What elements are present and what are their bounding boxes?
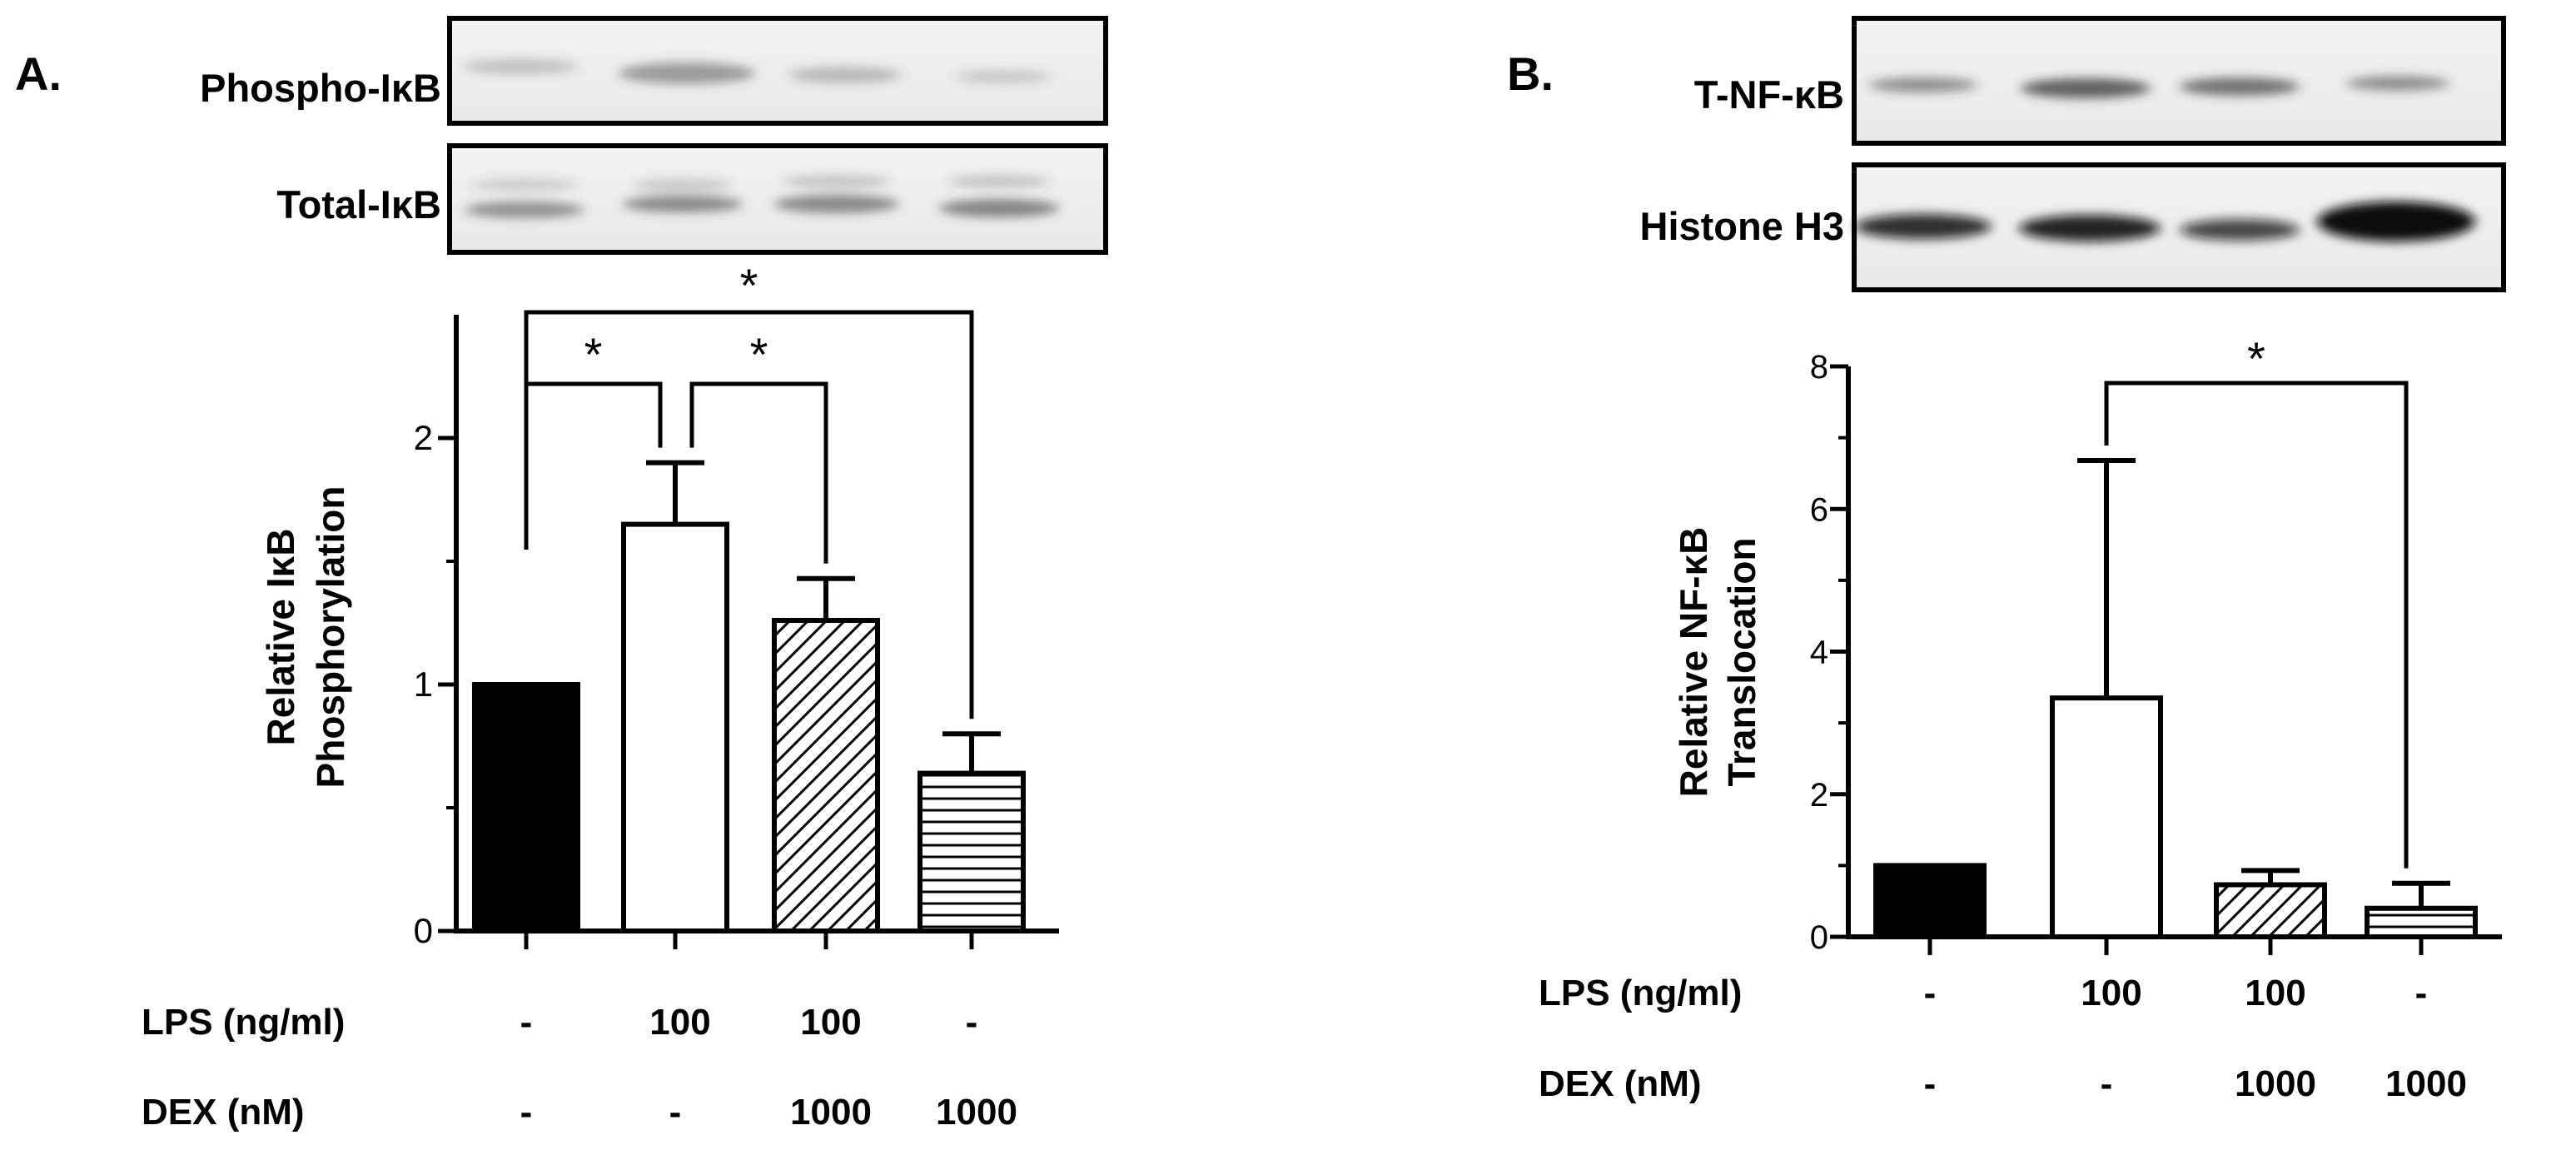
condition-label: LPS (ng/ml) (142, 1002, 345, 1043)
condition-value: 100 (2245, 973, 2305, 1013)
panel-b-plot: 0 2 4 6 8 LPS (ng/ml) - 100 100 - DEX (nM) - - 1000 10… (1539, 332, 2502, 1104)
significance-star: * (2247, 332, 2265, 385)
bar (772, 618, 880, 933)
condition-value: 100 (800, 1002, 861, 1043)
bar (2214, 882, 2327, 940)
condition-value: 1000 (936, 1092, 1017, 1133)
y-tick-label: 0 (414, 911, 433, 950)
panel-a-label: A. (15, 47, 62, 100)
panel-a-plot: 0 1 2 LPS (ng/ml) - 100 100 - DEX (nM) - - 1000 1000… (142, 259, 1059, 1133)
condition-value: 1000 (2385, 1063, 2467, 1104)
panel-b-ylabel-line2: Translocation (1720, 537, 1763, 786)
panel-b-blot-histone: Histone H3 (1640, 162, 2506, 292)
condition-value: 1000 (790, 1092, 872, 1133)
significance-star: * (750, 328, 768, 381)
condition-value: - (669, 1092, 682, 1133)
bar (472, 682, 580, 933)
condition-value: - (2415, 973, 2428, 1013)
bar (2365, 905, 2478, 939)
significance-bracket (524, 310, 974, 719)
panel-b-ylabel-line1: Relative NF-κB (1672, 527, 1715, 798)
panel-a-ylabel-line1: Relative IκB (259, 529, 302, 746)
panel-a-blot-phospho: Phospho-IκB (200, 16, 1108, 126)
condition-value: - (2101, 1063, 2113, 1104)
bar (2050, 695, 2163, 939)
y-tick-label: 6 (1810, 491, 1828, 528)
panel-b-blot-label-2: Histone H3 (1640, 204, 1845, 248)
bar (1873, 863, 1987, 939)
condition-label: DEX (nM) (142, 1092, 305, 1133)
panel-b-blot-tnfkb: T-NF-κB (1694, 16, 2506, 146)
panel-b-blot-label-1: T-NF-κB (1694, 72, 1844, 117)
y-tick-label: 4 (1810, 635, 1828, 671)
condition-value: 1000 (2235, 1063, 2316, 1104)
condition-label: LPS (ng/ml) (1539, 973, 1742, 1013)
panel-a-blot-total: Total-IκB (276, 143, 1108, 255)
y-tick-label: 2 (414, 418, 433, 457)
y-tick-label: 0 (1810, 919, 1828, 956)
panel-a-ylabel-line2: Phosphorylation (309, 486, 352, 789)
panel-b-label: B. (1507, 47, 1554, 100)
significance-star: * (584, 328, 603, 381)
y-tick-label: 8 (1810, 349, 1828, 386)
panel-a-blot-label-1: Phospho-IκB (200, 66, 441, 110)
condition-value: - (520, 1002, 533, 1043)
condition-label: DEX (nM) (1539, 1063, 1702, 1104)
significance-star: * (740, 259, 758, 311)
condition-value: 100 (649, 1002, 710, 1043)
condition-value: 100 (2081, 973, 2141, 1013)
condition-value: - (1924, 1063, 1937, 1104)
condition-value: - (520, 1092, 533, 1133)
panel-a: A. Phospho-IκB Total-IκB (15, 16, 1108, 1133)
panel-b: B. T-NF-κB Histone H3 Relative N (1507, 16, 2506, 1104)
y-tick-label: 1 (414, 665, 433, 704)
condition-value: - (966, 1002, 978, 1043)
significance-bracket (689, 381, 828, 564)
bar (918, 770, 1026, 933)
panel-a-blot-label-2: Total-IκB (276, 182, 441, 227)
condition-value: - (1924, 973, 1937, 1013)
y-tick-label: 2 (1810, 777, 1828, 814)
bar (621, 521, 729, 933)
significance-bracket (2104, 381, 2409, 869)
